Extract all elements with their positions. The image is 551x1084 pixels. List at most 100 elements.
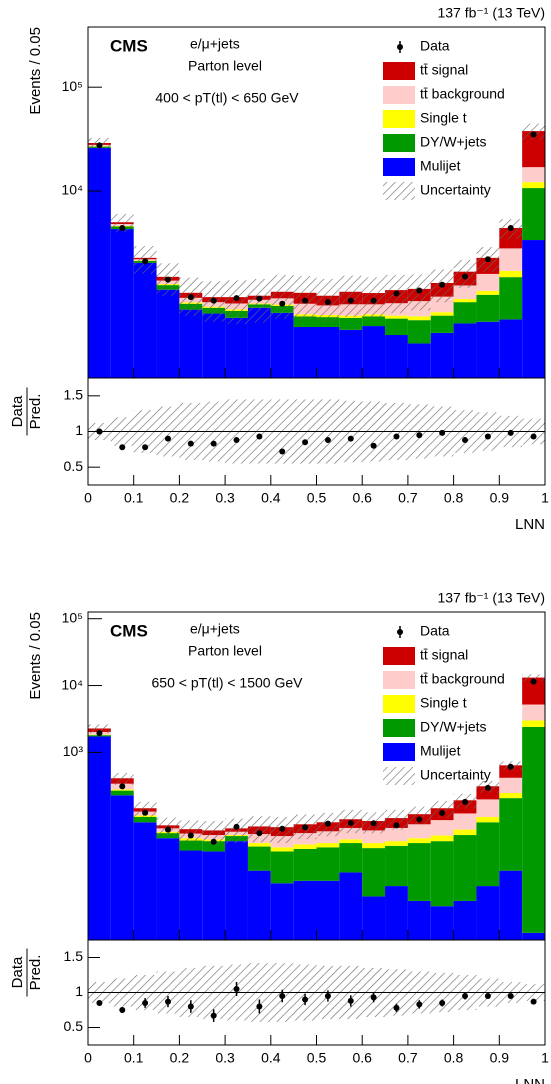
stack-segment — [407, 320, 431, 344]
data-point — [96, 142, 103, 149]
legend-label: Uncertainty — [420, 767, 491, 783]
data-point — [324, 820, 331, 827]
legend-label: tt̄ background — [420, 671, 505, 687]
stack-segment — [247, 870, 271, 940]
stack-segment — [499, 792, 523, 799]
stack-segment — [430, 312, 454, 316]
legend-swatch — [383, 695, 415, 713]
stack-segment — [316, 326, 340, 378]
ratio-point — [370, 442, 377, 449]
stack-segment — [385, 827, 408, 842]
ratio-y-title-den: Pred. — [27, 955, 44, 991]
stack-segment — [362, 316, 386, 327]
stack-segment — [499, 319, 523, 378]
legend-swatch — [383, 62, 415, 80]
uncertainty-band — [133, 801, 157, 817]
ratio-point — [530, 998, 537, 1005]
ratio-point — [393, 433, 400, 440]
x-axis-title: LNN — [515, 516, 545, 533]
data-point — [302, 824, 309, 831]
ratio-point — [119, 1007, 126, 1013]
stack-segment — [476, 290, 500, 295]
uncertainty-band — [522, 674, 545, 682]
data-point — [279, 300, 286, 307]
data-point — [416, 287, 423, 294]
level: Parton level — [188, 643, 262, 659]
plot-area — [88, 123, 545, 464]
stack-segment — [225, 317, 248, 378]
data-point — [210, 838, 217, 845]
stack-segment — [179, 850, 203, 940]
stack-segment — [522, 188, 545, 241]
ratio-y-tick-label: 0.5 — [64, 1018, 84, 1034]
selection: 650 < pT(tl) < 1500 GeV — [152, 675, 304, 691]
ratio-y-tick-label: 1 — [75, 983, 83, 999]
uncertainty-band — [110, 772, 134, 785]
x-tick-label: 0.4 — [261, 490, 281, 506]
stack-segment — [293, 844, 317, 849]
stack-segment — [362, 326, 386, 378]
legend-swatch — [383, 767, 415, 785]
ratio-point — [119, 444, 126, 451]
stack-segment — [430, 820, 454, 836]
stack-segment — [293, 848, 317, 881]
legend-label: tt̄ signal — [420, 62, 468, 78]
legend-label: Data — [420, 38, 450, 54]
ratio-point — [416, 432, 423, 439]
stack-segment — [522, 240, 545, 378]
data-point — [507, 225, 514, 232]
data-point — [530, 678, 537, 685]
stack-segment — [476, 822, 500, 887]
stack-segment — [247, 843, 271, 847]
stack-segment — [293, 326, 317, 378]
stack-segment — [270, 847, 294, 852]
uncertainty-band — [362, 277, 386, 318]
legend-swatch — [383, 158, 415, 176]
stack-segment — [407, 843, 431, 901]
x-tick-label: 0 — [84, 490, 92, 506]
data-point — [507, 763, 514, 770]
stack-segment — [339, 827, 363, 840]
stack-segment — [316, 831, 340, 844]
legend-label: DY/W+jets — [420, 719, 487, 735]
stack-segment — [293, 880, 317, 940]
stack-segment — [476, 321, 500, 378]
data-point — [393, 290, 400, 297]
legend-swatch — [383, 647, 415, 665]
uncertainty-band — [88, 724, 111, 734]
stack-segment — [270, 312, 294, 378]
stack-segment — [499, 270, 523, 278]
stack-segment — [316, 847, 340, 881]
data-point — [370, 297, 377, 304]
ratio-point — [347, 435, 354, 442]
ratio-point — [416, 1001, 423, 1008]
stack-segment — [270, 851, 294, 884]
stack-segment — [156, 838, 180, 940]
stack-segment — [247, 307, 271, 378]
y-tick-label: 10⁴ — [61, 182, 83, 198]
stack-segment — [179, 840, 203, 851]
x-tick-label: 0.1 — [124, 490, 144, 506]
stack-segment — [247, 846, 271, 871]
data-point — [210, 297, 217, 304]
uncertainty-band — [247, 816, 271, 843]
experiment: CMS — [110, 36, 148, 55]
x-tick-label: 0.9 — [490, 490, 510, 506]
stack-segment — [522, 720, 545, 727]
legend-label: tt̄ background — [420, 86, 505, 102]
ratio-point — [393, 1004, 400, 1011]
stack-segment — [316, 880, 340, 940]
uncertainty-band — [407, 806, 431, 825]
ratio-point — [279, 448, 286, 455]
stack-segment — [362, 896, 386, 940]
x-tick-label: 0.9 — [490, 1050, 510, 1066]
uncertainty-band — [430, 801, 454, 818]
data-point — [187, 832, 194, 839]
ratio-point — [347, 997, 354, 1004]
ratio-point — [187, 1003, 194, 1010]
x-tick-label: 0.8 — [444, 490, 464, 506]
stack-segment — [522, 677, 545, 705]
ratio-point — [507, 993, 514, 999]
data-point — [416, 816, 423, 823]
